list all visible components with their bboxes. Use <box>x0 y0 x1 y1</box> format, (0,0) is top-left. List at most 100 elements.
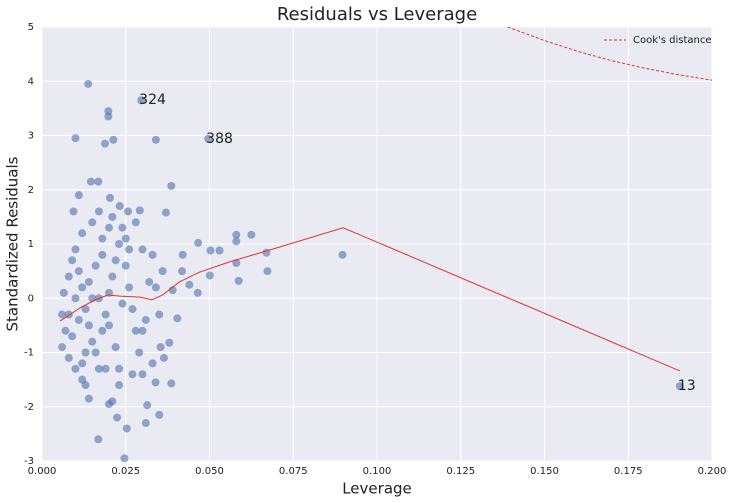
point <box>101 310 110 319</box>
point <box>120 454 129 463</box>
point <box>151 135 160 144</box>
point <box>111 256 120 265</box>
point <box>121 234 130 243</box>
point <box>106 193 115 202</box>
point <box>71 294 80 303</box>
point <box>115 202 124 211</box>
point <box>86 177 95 186</box>
point <box>141 419 150 428</box>
point <box>100 139 109 148</box>
y-tick-label: 4 <box>28 76 34 87</box>
point <box>151 378 160 387</box>
point <box>125 245 134 254</box>
point <box>215 246 224 255</box>
point <box>115 381 124 390</box>
point <box>675 382 684 391</box>
point <box>91 261 100 270</box>
point <box>109 135 118 144</box>
point <box>88 337 97 346</box>
point <box>234 276 243 285</box>
point <box>69 207 78 216</box>
point <box>165 338 174 347</box>
point <box>135 348 144 357</box>
point <box>167 181 176 190</box>
point <box>138 245 147 254</box>
point <box>74 191 83 200</box>
y-tick-label: 2 <box>28 185 34 196</box>
point <box>98 234 107 243</box>
point <box>58 310 67 319</box>
point <box>138 326 147 335</box>
y-tick-label: 0 <box>28 293 34 304</box>
point <box>113 413 122 422</box>
point <box>128 305 137 314</box>
point <box>148 359 157 368</box>
point <box>105 321 113 330</box>
point <box>155 410 164 419</box>
point <box>247 230 256 239</box>
annotation: 388 <box>206 131 233 147</box>
chart-title: Residuals vs Leverage <box>277 4 477 25</box>
point <box>194 238 203 247</box>
point <box>94 435 103 444</box>
point <box>121 261 130 270</box>
point <box>74 315 83 324</box>
point <box>167 379 176 388</box>
x-tick-label: 0.000 <box>28 466 57 477</box>
point <box>173 314 182 323</box>
point <box>94 364 103 373</box>
point <box>128 370 137 379</box>
point <box>131 326 140 335</box>
y-tick-label: 5 <box>28 22 34 33</box>
x-axis-label: Leverage <box>342 480 412 498</box>
point <box>205 271 214 280</box>
point <box>159 353 168 362</box>
point <box>68 332 77 341</box>
x-tick-label: 0.200 <box>698 466 727 477</box>
annotation: 324 <box>139 92 166 108</box>
point <box>71 245 80 254</box>
point <box>193 288 202 297</box>
y-tick-label: 1 <box>28 239 34 250</box>
point <box>78 359 87 368</box>
point <box>104 112 113 121</box>
point <box>71 134 80 143</box>
point <box>118 299 127 308</box>
point <box>138 370 147 379</box>
point <box>131 218 140 227</box>
y-tick-label: 3 <box>28 131 34 142</box>
point <box>84 79 93 88</box>
y-tick-label: -1 <box>24 348 34 359</box>
point <box>118 223 127 232</box>
x-tick-label: 0.025 <box>111 466 140 477</box>
point <box>135 206 144 215</box>
point <box>98 250 107 259</box>
point <box>122 424 131 433</box>
cooks-distance-line <box>507 26 713 81</box>
point <box>158 267 167 276</box>
point <box>115 240 124 248</box>
point <box>232 230 241 239</box>
x-tick-label: 0.150 <box>530 466 559 477</box>
point <box>156 343 165 352</box>
point <box>155 310 164 319</box>
y-tick-label: -2 <box>24 402 34 413</box>
point <box>74 267 83 276</box>
point <box>232 237 241 246</box>
point <box>137 96 146 105</box>
point <box>59 288 68 297</box>
point <box>125 283 134 292</box>
point <box>88 218 97 227</box>
point <box>84 277 93 286</box>
lowess-line <box>59 227 681 372</box>
point <box>84 321 93 330</box>
point <box>68 256 77 265</box>
point <box>151 283 160 292</box>
x-tick-label: 0.125 <box>446 466 475 477</box>
point <box>204 134 213 143</box>
point <box>145 277 154 286</box>
point <box>148 250 157 259</box>
point <box>108 212 117 221</box>
x-tick-label: 0.100 <box>363 466 392 477</box>
